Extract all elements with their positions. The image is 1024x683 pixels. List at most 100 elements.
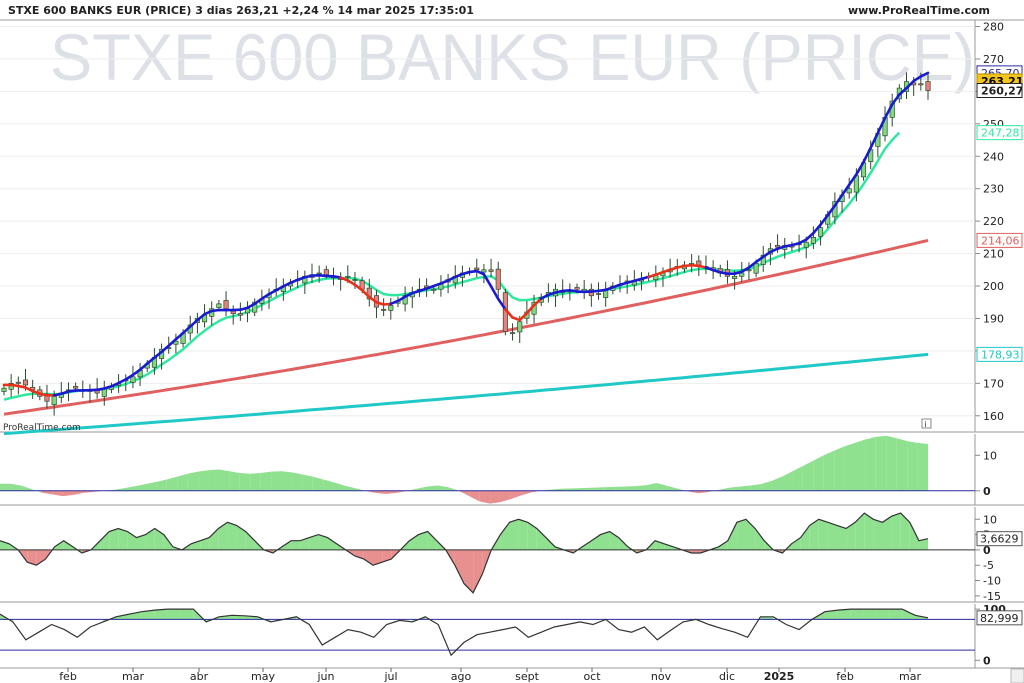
ma-fast-segment	[518, 311, 529, 322]
osc-fill-pos	[125, 486, 136, 491]
ma-fast-segment	[862, 146, 872, 164]
osc-fill-pos	[312, 476, 324, 491]
osc-line	[0, 608, 929, 657]
candle	[703, 255, 709, 275]
osc-fill-pos	[236, 525, 246, 550]
ma-fast-segment	[110, 381, 120, 388]
osc-fill-pos	[771, 476, 783, 491]
ma-fast-segment	[368, 295, 378, 304]
osc-fill-neg	[396, 490, 407, 493]
ma-fast-segment	[890, 93, 901, 106]
osc-fill-pos	[302, 474, 313, 491]
osc-fill-neg	[385, 490, 397, 494]
osc-fill-pos	[827, 522, 838, 550]
osc-fill-neg	[72, 490, 84, 496]
candle	[409, 286, 415, 308]
osc-fill-pos	[824, 610, 838, 620]
osc-fill-pos	[10, 483, 21, 491]
ma-fast-segment	[847, 173, 858, 187]
y-tick-label: 220	[983, 215, 1004, 228]
osc-fill-pos	[855, 513, 865, 550]
candle	[638, 272, 645, 291]
y-tick-label: 210	[983, 248, 1004, 261]
ma-fast-segment	[160, 344, 171, 354]
candle-body	[488, 269, 494, 272]
osc-fill-pos	[282, 540, 292, 550]
candle-body	[574, 287, 580, 290]
ma-fast-segment	[876, 116, 887, 135]
osc-fill-pos	[664, 543, 674, 550]
candle-body	[352, 279, 358, 281]
osc-fill-pos	[636, 485, 647, 491]
osc-fill-pos	[889, 609, 903, 620]
osc-fill-pos	[218, 469, 230, 491]
candle-body	[517, 321, 523, 333]
osc-fill-neg	[83, 490, 94, 493]
osc-fill-pos	[154, 609, 168, 620]
osc-fill-pos	[760, 616, 774, 620]
y-tick-label: 200	[983, 280, 1004, 293]
ma-fast-segment	[761, 250, 772, 259]
candle	[209, 301, 215, 326]
osc-fill-pos	[427, 485, 438, 491]
x-tick-label: may	[251, 670, 275, 683]
osc-fill-pos	[750, 484, 762, 491]
value-label: 3,6629	[980, 533, 1019, 546]
candle	[474, 258, 480, 278]
osc-fill-pos	[114, 487, 126, 491]
candle-body	[818, 227, 824, 237]
osc-fill-pos	[271, 471, 282, 491]
candle	[381, 298, 387, 317]
osc-fill-pos	[437, 485, 449, 491]
candle-body	[775, 244, 781, 248]
candle	[388, 298, 394, 320]
ma-fast-segment	[489, 285, 500, 301]
candle	[280, 278, 286, 301]
x-tick-label: sept	[515, 670, 539, 683]
osc-fill-pos	[118, 528, 128, 550]
candle-body	[595, 293, 602, 295]
candle	[846, 177, 852, 199]
osc-fill-pos	[0, 483, 11, 491]
ma-fast-segment	[869, 131, 880, 150]
ma-fast-segment	[812, 223, 822, 235]
candle-body	[925, 81, 931, 91]
x-tick-label: 2025	[764, 670, 795, 683]
osc-fill-pos	[907, 441, 918, 491]
x-tick-label: jun	[317, 670, 335, 683]
candle	[552, 283, 559, 307]
candle-body	[510, 332, 516, 334]
y-tick-label: 190	[983, 312, 1004, 325]
osc-fill-pos	[740, 485, 751, 491]
candle-body	[803, 241, 809, 248]
osc-fill-pos	[646, 482, 657, 491]
osc-fill-pos	[500, 522, 510, 550]
osc-fill-pos	[54, 540, 64, 550]
ma-fast-segment	[446, 275, 457, 282]
osc-fill-neg	[373, 549, 383, 566]
osc-fill-pos	[309, 534, 319, 550]
ma-fast-segment	[24, 386, 34, 393]
osc-fill-neg	[510, 490, 522, 499]
ma-fast-segment	[532, 297, 543, 307]
candle	[438, 275, 444, 297]
osc-fill-pos	[281, 471, 292, 491]
osc-fill-pos	[20, 485, 32, 491]
osc-fill-pos	[844, 442, 856, 491]
y-tick-label: -10	[983, 575, 1001, 588]
osc-fill-pos	[427, 531, 437, 550]
osc-fill-pos	[837, 609, 851, 620]
osc-fill-pos	[141, 610, 155, 620]
osc-fill-pos	[527, 522, 537, 550]
candle	[223, 291, 229, 317]
osc-fill-pos	[873, 519, 883, 550]
x-tick-label: abr	[190, 670, 209, 683]
osc-fill-pos	[518, 519, 528, 550]
ma-long-line	[3, 352, 929, 436]
osc-fill-pos	[166, 476, 178, 491]
candle	[130, 365, 136, 389]
osc-fill-pos	[563, 488, 574, 491]
osc-fill-neg	[364, 490, 376, 493]
site-url[interactable]: www.ProRealTime.com	[847, 4, 990, 17]
y-tick-label: 270	[983, 53, 1004, 66]
